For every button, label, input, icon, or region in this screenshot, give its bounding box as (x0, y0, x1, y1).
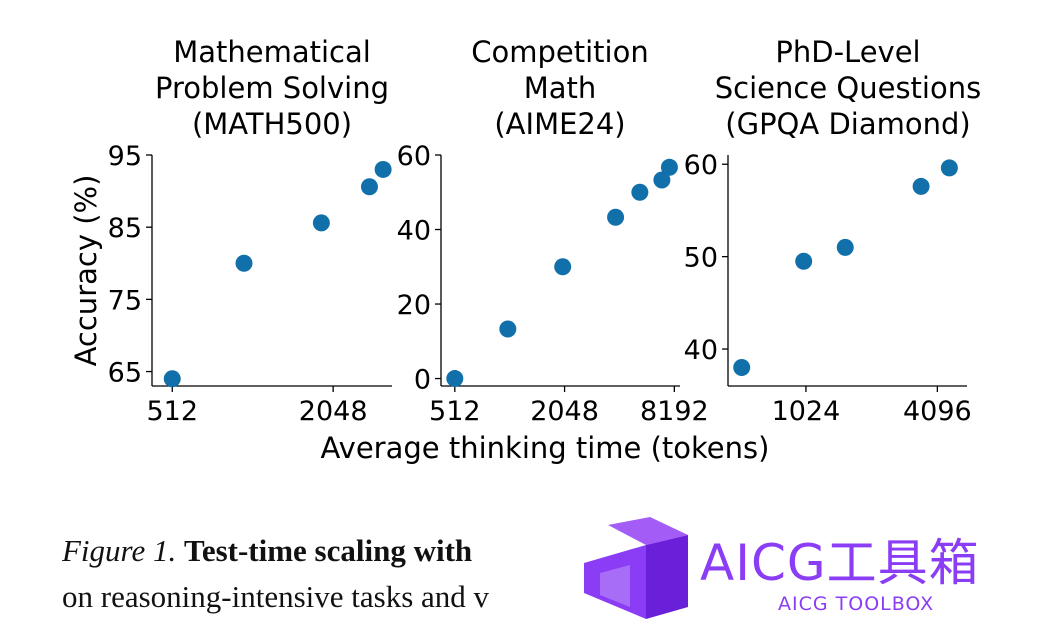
data-point (374, 160, 392, 178)
data-point (360, 178, 378, 196)
y-tick-label: 0 (414, 365, 431, 396)
data-point (795, 252, 813, 270)
data-point (163, 370, 181, 388)
panel-title-line: Science Questions (715, 71, 981, 105)
y-axis-label: Accuracy (%) (69, 175, 103, 367)
y-tick-label: 40 (397, 216, 431, 247)
data-point (554, 258, 572, 276)
watermark-text: AICG工具箱 (700, 534, 980, 592)
panel-title-line: (AIME24) (494, 107, 625, 141)
x-tick-label: 8192 (640, 396, 709, 427)
y-tick-label: 95 (108, 141, 142, 172)
data-point (660, 158, 678, 176)
y-tick-label: 60 (684, 150, 718, 181)
caption-line-2: on reasoning-intensive tasks and v (62, 579, 490, 614)
y-tick-label: 50 (684, 243, 718, 274)
figure-caption: Figure 1. Test-time scaling with on reas… (62, 528, 582, 620)
x-tick-label: 2048 (530, 396, 599, 427)
panel-title-line: (MATH500) (192, 107, 352, 141)
x-axis-label: Average thinking time (tokens) (321, 431, 770, 465)
y-tick-label: 85 (108, 213, 142, 244)
x-tick-label: 512 (146, 396, 198, 427)
x-tick-label: 512 (429, 396, 481, 427)
watermark: AICG工具箱 AICG TOOLBOX (580, 515, 1050, 633)
panel-title-line: PhD-Level (775, 35, 920, 69)
x-tick-label: 4096 (903, 396, 972, 427)
x-tick-label: 2048 (299, 396, 368, 427)
x-tick-label: 1024 (772, 396, 841, 427)
watermark-subtext: AICG TOOLBOX (778, 593, 935, 615)
data-point (912, 177, 930, 195)
data-point (836, 238, 854, 256)
data-point (312, 214, 330, 232)
caption-bold-text: Test-time scaling with (183, 533, 473, 568)
panel-title-line: (GPQA Diamond) (725, 107, 970, 141)
panel-title-line: Mathematical (173, 35, 371, 69)
data-point (499, 320, 517, 338)
y-tick-label: 20 (397, 290, 431, 321)
y-tick-label: 65 (108, 358, 142, 389)
caption-figure-label: Figure 1. (62, 533, 177, 568)
panel-title-line: Competition (471, 35, 648, 69)
y-tick-label: 60 (397, 141, 431, 172)
data-point (653, 171, 671, 189)
data-point (607, 208, 625, 226)
y-tick-label: 75 (108, 285, 142, 316)
data-point (235, 254, 253, 272)
data-point (631, 183, 649, 201)
data-point (446, 370, 464, 388)
data-point (733, 359, 751, 377)
panel-title-line: Problem Solving (155, 71, 389, 105)
data-point (940, 159, 958, 177)
panel-title-line: Math (524, 71, 597, 105)
y-tick-label: 40 (684, 335, 718, 366)
watermark-logo-icon (584, 517, 688, 619)
